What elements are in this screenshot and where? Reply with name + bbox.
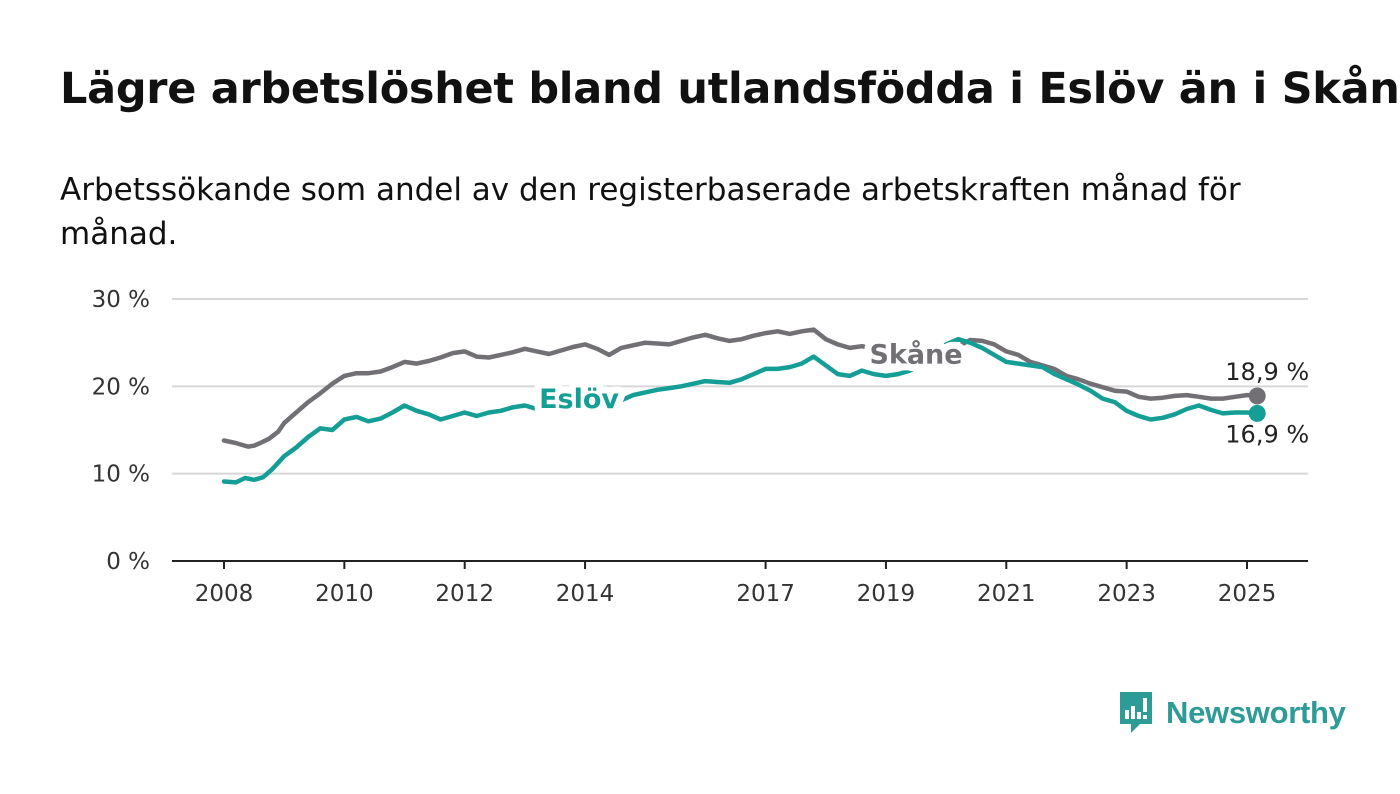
series-lines [221,327,1260,485]
series-label-skåne: Skåne [869,339,962,371]
x-tick-label: 2012 [435,581,494,607]
x-tick-label: 2017 [736,581,795,607]
y-axis-tick-labels: 0 % 10 % 20 % 30 % [92,287,150,575]
x-tick-label: 2008 [195,581,254,607]
end-point-eslöv [1248,404,1266,422]
x-tick-label: 2021 [977,581,1036,607]
end-point-skåne [1248,387,1266,405]
brand-name: Newsworthy [1166,695,1346,730]
gridlines [172,298,1308,475]
chart-subtitle: Arbetssökande som andel av den registerb… [60,172,1241,252]
y-tick-label: 30 % [92,287,150,313]
x-tick-label: 2025 [1218,581,1277,607]
series-line-skåne [221,327,1260,449]
x-tick-label: 2019 [857,581,916,607]
x-axis: 2008 2010 2012 2014 2017 2019 2021 2023 2025 [172,560,1308,607]
series-label-eslöv: Eslöv [539,384,619,415]
y-tick-label: 10 % [92,462,150,488]
series-line-eslöv [221,336,1260,485]
y-tick-label: 20 % [92,374,150,400]
chart-title: Lägre arbetslöshet bland utlandsfödda i … [60,64,1400,114]
newsworthy-logo: Newsworthy [1118,690,1346,736]
series-label-halo: Skåne [869,339,962,371]
newsworthy-logo-icon [1118,690,1154,736]
y-tick-label: 0 % [106,549,150,575]
x-tick-label: 2010 [315,581,374,607]
series-label-halo: Eslöv [539,384,619,415]
end-value-label-eslöv: 16,9 % [1225,420,1309,448]
x-tick-label: 2023 [1097,581,1156,607]
x-tick-label: 2014 [556,581,615,607]
end-value-label-skåne: 18,9 % [1225,358,1309,386]
